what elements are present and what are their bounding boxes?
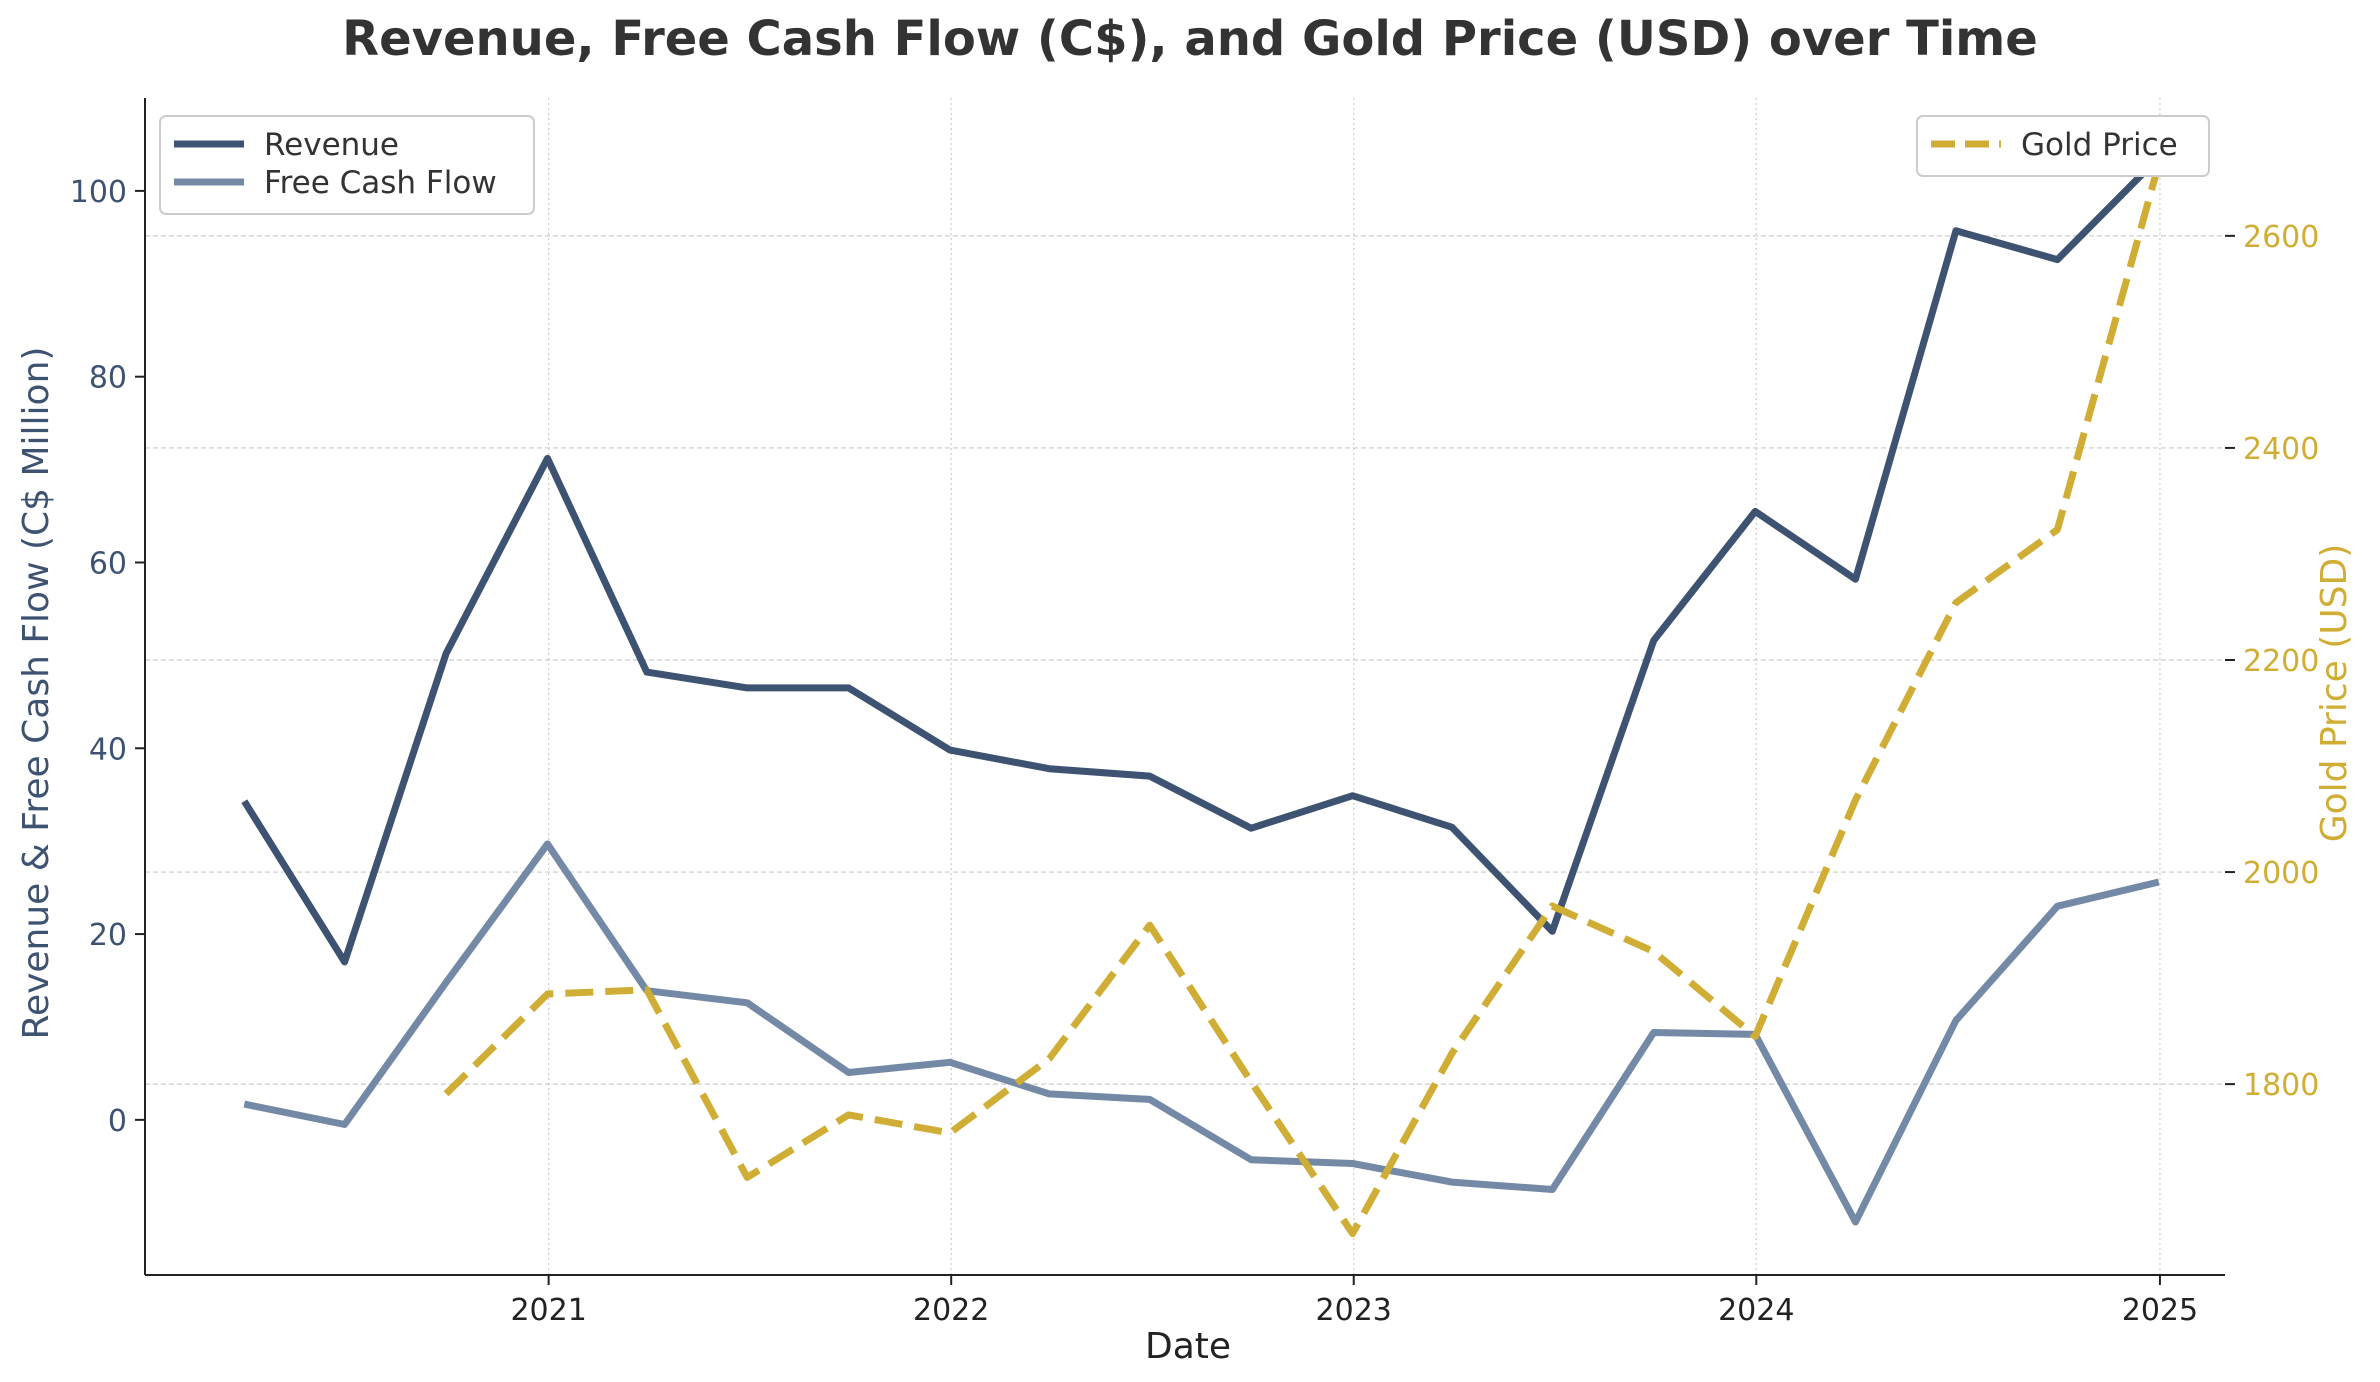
gold-price-line <box>443 162 2163 1238</box>
x-tick-label: 2021 <box>510 1293 586 1328</box>
legend-label: Revenue <box>264 127 399 163</box>
free-cash-flow-line <box>243 840 2160 1226</box>
legend-right: Gold Price <box>1916 115 2210 177</box>
y-axis-label-left: Revenue & Free Cash Flow (C$ Million) <box>16 347 57 1040</box>
legend-label: Gold Price <box>2021 127 2178 163</box>
y-tick-label-left: 60 <box>89 546 127 581</box>
y-tick-label-left: 40 <box>89 732 127 767</box>
axes: 2021 2022 2023 2024 2025 1800 2000 2200 2400 2600… <box>70 98 2319 1328</box>
y-tick-label-left: 80 <box>89 361 127 396</box>
series <box>241 155 2163 1238</box>
grid <box>145 98 2225 1275</box>
y-tick-label-left: 0 <box>108 1104 127 1139</box>
x-axis-label: Date <box>1145 1326 1231 1367</box>
y-tick-label-left: 100 <box>70 175 127 210</box>
x-tick-label: 2025 <box>2122 1293 2198 1328</box>
y-tick-label-right: 1800 <box>2243 1068 2319 1103</box>
y-tick-label-right: 2400 <box>2243 432 2319 467</box>
y-tick-label-right: 2000 <box>2243 856 2319 891</box>
x-tick-label: 2022 <box>913 1293 989 1328</box>
x-tick-label: 2023 <box>1316 1293 1392 1328</box>
y-axis-label-right: Gold Price (USD) <box>2314 544 2355 843</box>
y-tick-label-left: 20 <box>89 918 127 953</box>
legend-label: Free Cash Flow <box>264 165 497 201</box>
legend-frame <box>159 115 535 215</box>
y-tick-label-right: 2600 <box>2243 220 2319 255</box>
legend-frame <box>1916 115 2210 177</box>
y-tick-label-right: 2200 <box>2243 644 2319 679</box>
revenue-line <box>241 155 2162 966</box>
x-tick-label: 2024 <box>1718 1293 1794 1328</box>
chart-title: Revenue, Free Cash Flow (C$), and Gold P… <box>342 11 2038 67</box>
